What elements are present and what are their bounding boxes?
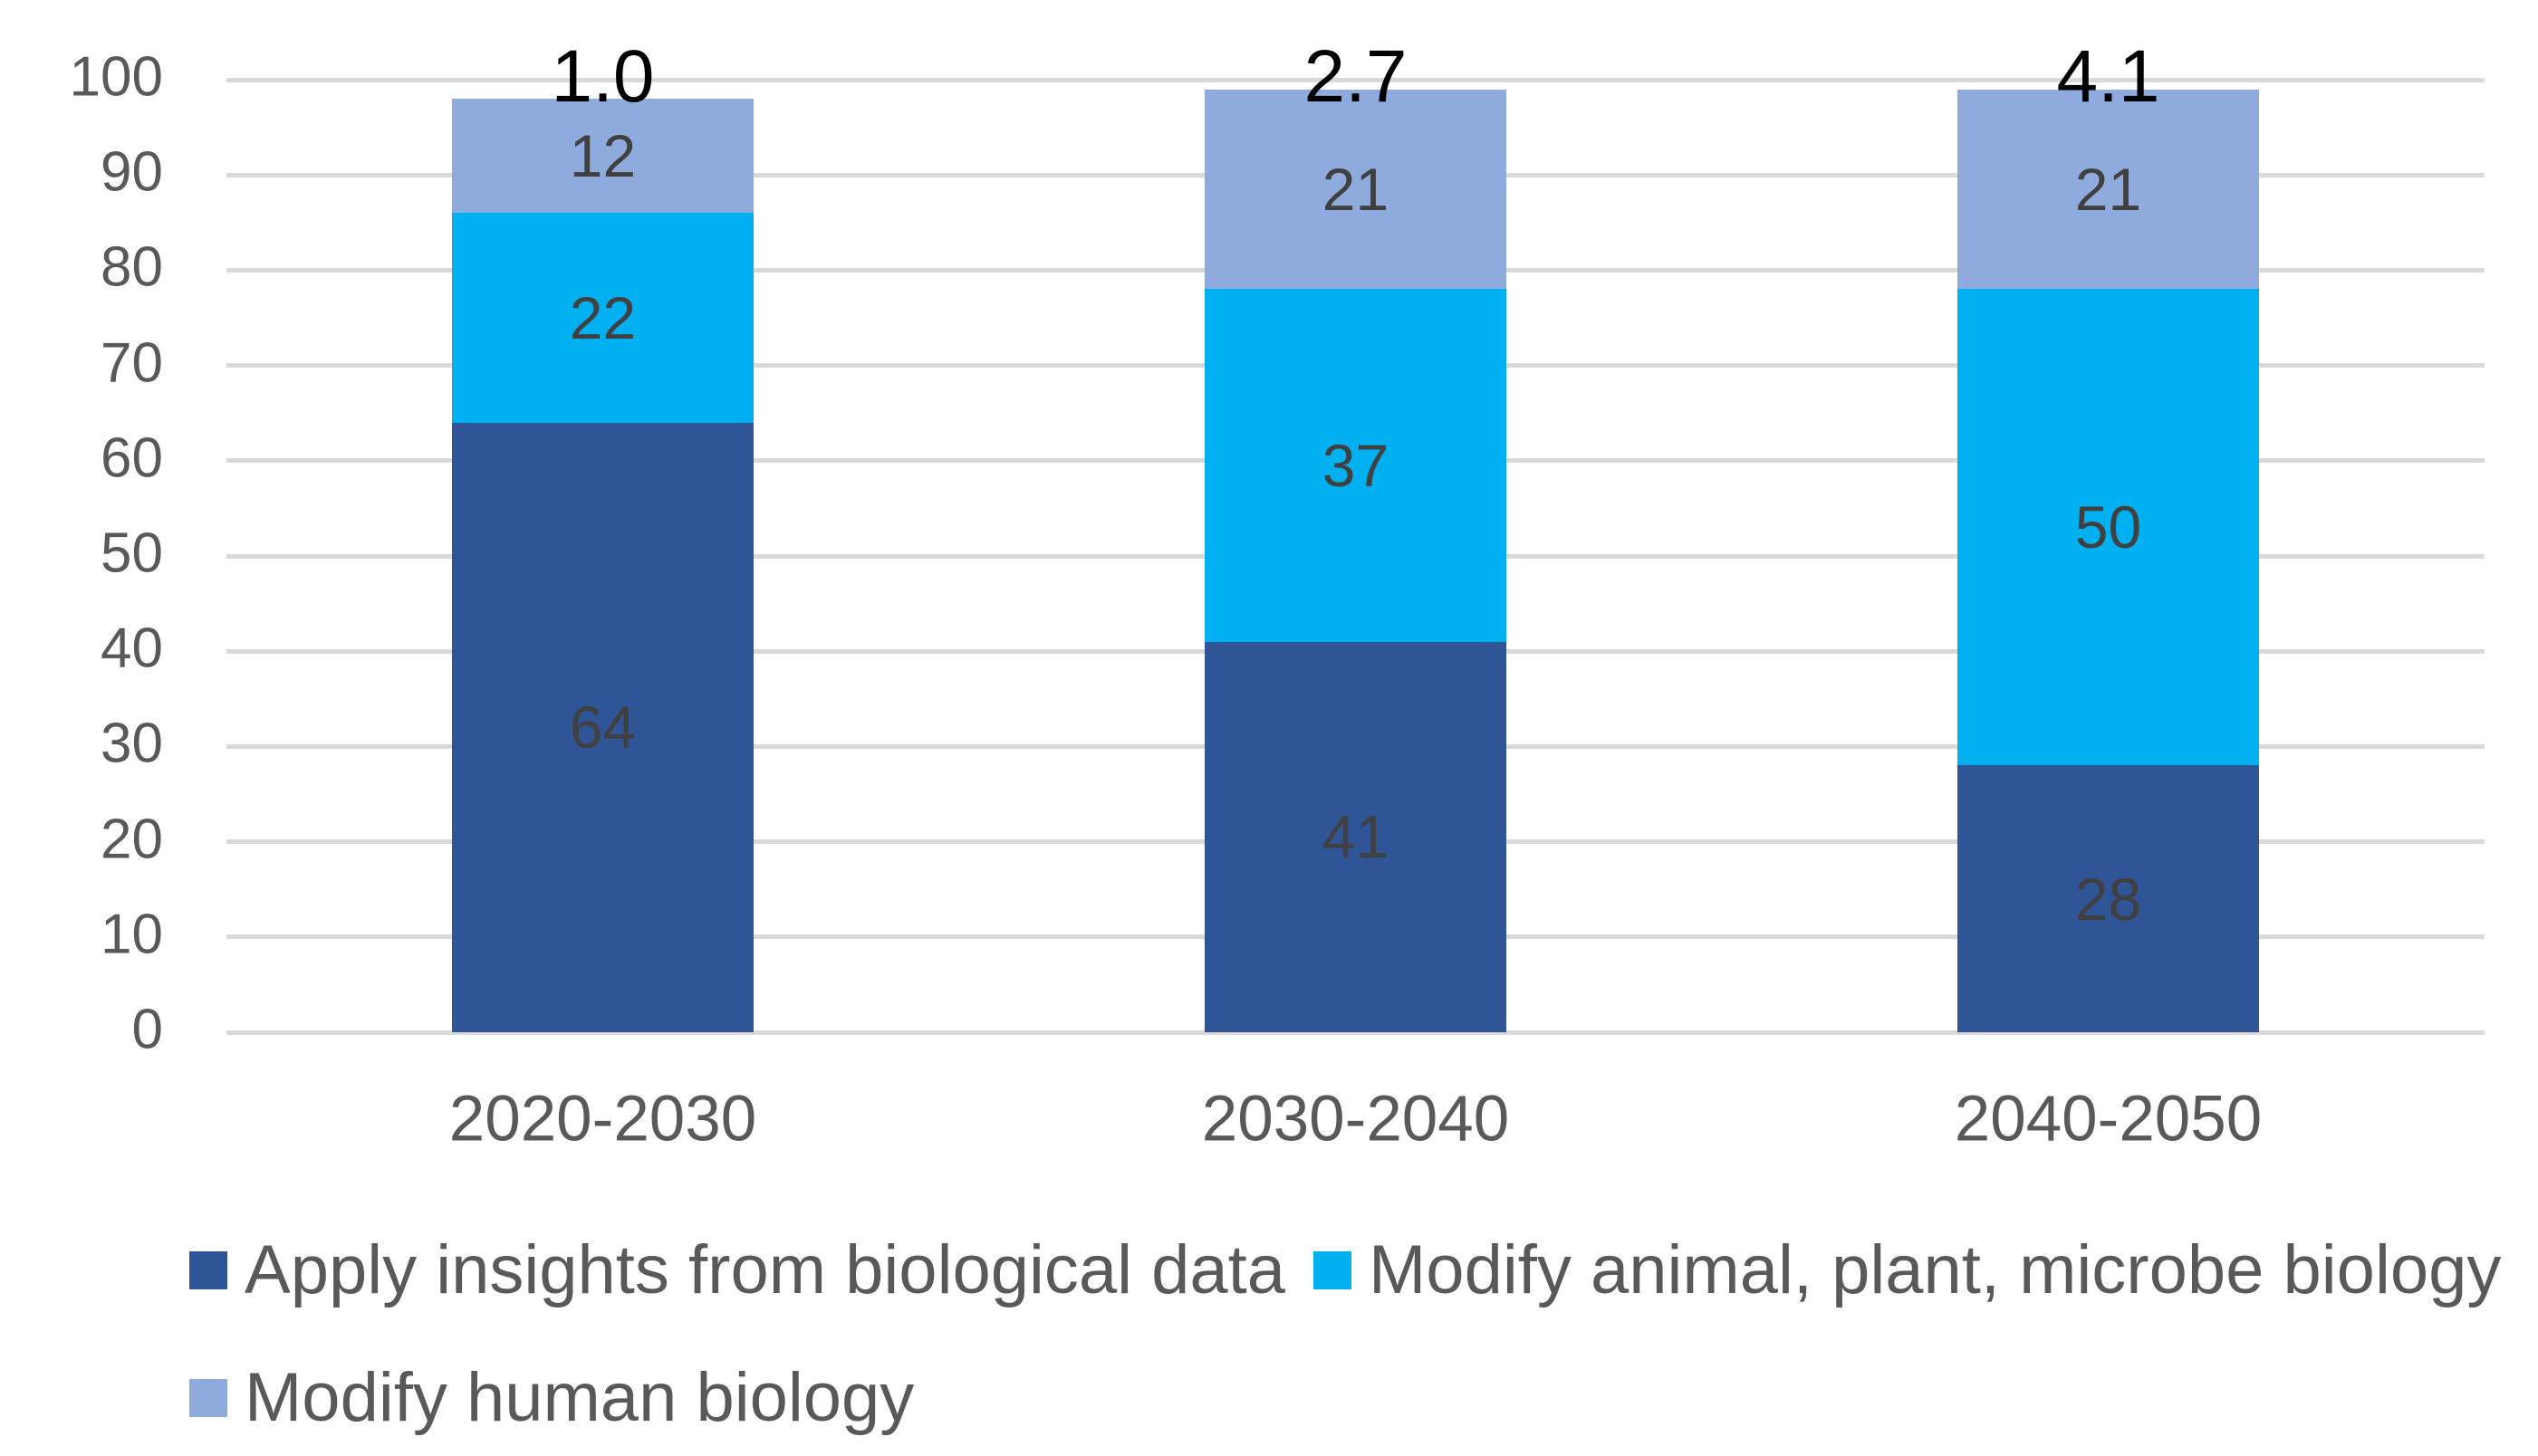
bar-segment-modify-human: [1205, 89, 1506, 290]
legend-item: Modify human biology: [189, 1364, 914, 1432]
legend-item: Apply insights from biological data: [189, 1236, 1285, 1305]
y-axis-tick-label: 60: [101, 426, 163, 490]
y-axis-tick-label: 90: [101, 140, 163, 204]
legend-series-label: Modify human biology: [245, 1359, 915, 1436]
bar-total-label: 2.7: [1303, 35, 1408, 118]
y-axis-tick-label: 80: [101, 235, 163, 299]
bar-segment-apply-insights: [452, 422, 754, 1032]
bar-total-label: 1.0: [551, 35, 655, 118]
bar-segment-modify-animal-plant-microbe: [1205, 289, 1506, 642]
y-axis-tick-label: 70: [101, 331, 163, 395]
legend-item: Modify animal, plant, microbe biology: [1313, 1236, 2501, 1305]
legend-color-swatch: [189, 1251, 227, 1289]
segment-value-label: 37: [1322, 432, 1389, 500]
y-axis-tick-label: 10: [101, 903, 163, 966]
grid-line: [226, 1030, 2485, 1035]
y-axis-tick-label: 50: [101, 522, 163, 585]
grid-line: [226, 77, 2485, 82]
segment-value-label: 12: [569, 122, 637, 190]
segment-value-label: 28: [2074, 865, 2142, 933]
bar-segment-modify-human: [1957, 89, 2259, 290]
legend-series-label: Modify animal, plant, microbe biology: [1369, 1231, 2502, 1308]
segment-value-label: 64: [569, 694, 637, 762]
bar-segment-apply-insights: [1957, 765, 2259, 1032]
bar-segment-apply-insights: [1205, 641, 1506, 1032]
y-axis-tick-label: 0: [131, 998, 163, 1061]
legend-color-swatch: [189, 1379, 227, 1417]
bar-total-label: 4.1: [2056, 35, 2160, 118]
y-axis-tick-label: 100: [69, 45, 163, 109]
segment-value-label: 50: [2074, 493, 2142, 561]
x-axis-category-label: 2030-2040: [1201, 1083, 1510, 1155]
x-axis-category-label: 2040-2050: [1954, 1083, 2263, 1155]
legend-color-swatch: [1313, 1251, 1351, 1289]
legend-series-label: Apply insights from biological data: [245, 1231, 1286, 1308]
x-axis-category-label: 2020-2030: [448, 1083, 757, 1155]
y-axis-tick-label: 30: [101, 712, 163, 775]
y-axis-tick-label: 40: [101, 617, 163, 680]
segment-value-label: 21: [1322, 155, 1389, 223]
bar-segment-modify-animal-plant-microbe: [1957, 289, 2259, 766]
y-axis-tick-label: 20: [101, 808, 163, 871]
segment-value-label: 21: [2074, 155, 2142, 223]
segment-value-label: 22: [569, 284, 637, 351]
bar-segment-modify-animal-plant-microbe: [452, 213, 754, 423]
segment-value-label: 41: [1322, 803, 1389, 871]
bar-segment-modify-human: [452, 99, 754, 214]
